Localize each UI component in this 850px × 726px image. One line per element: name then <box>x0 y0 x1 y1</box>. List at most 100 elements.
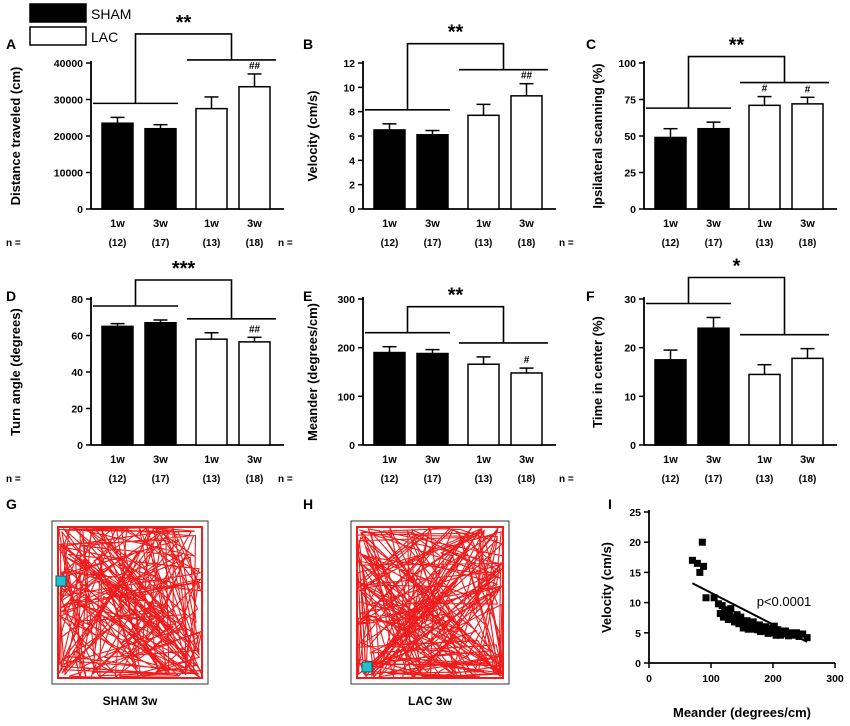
x-tick-label: 3w <box>153 218 168 230</box>
movement-track <box>57 526 203 679</box>
y-tick-label: 15 <box>629 567 641 579</box>
n-count-label: (13) <box>756 238 774 249</box>
bar-sham-3w <box>144 321 177 446</box>
data-point <box>737 613 745 621</box>
data-point <box>764 629 772 637</box>
y-tick-label: 10 <box>343 82 355 94</box>
significance-mark: # <box>762 84 768 95</box>
significance-mark: ## <box>249 324 261 335</box>
data-point <box>714 600 722 608</box>
significance-label: ** <box>448 22 464 44</box>
panel-letter-i: I <box>608 496 612 512</box>
x-tick-label: 1w <box>757 218 772 230</box>
n-prefix-label: n = <box>6 238 21 249</box>
regression-line <box>691 582 808 643</box>
significance-label: ** <box>729 35 745 57</box>
x-tick-label: 1w <box>110 454 125 466</box>
data-point <box>732 616 740 624</box>
n-prefix-label: n = <box>278 474 293 485</box>
y-axis-label: Velocity (cm/s) <box>599 542 614 633</box>
y-tick-label: 0 <box>630 204 636 216</box>
legend-label-lac: LAC <box>91 29 118 45</box>
significance-bracket <box>406 305 505 343</box>
x-tick-label: 0 <box>646 673 652 685</box>
data-point <box>745 620 753 628</box>
data-point <box>741 621 749 629</box>
bar-sham-1w <box>373 129 406 210</box>
y-tick-label: 6 <box>349 131 355 143</box>
bar-lac-3w <box>510 372 543 446</box>
x-tick-label: 3w <box>425 218 440 230</box>
x-tick-label: 3w <box>425 454 440 466</box>
bar-lac-1w <box>467 363 500 446</box>
data-point <box>803 634 811 642</box>
bar-sham-1w <box>654 136 687 210</box>
n-count-label: (17) <box>152 474 170 485</box>
significance-bracket <box>134 33 233 104</box>
data-point <box>793 629 801 637</box>
data-point <box>733 611 741 619</box>
legend-swatch-sham <box>29 3 87 23</box>
data-point <box>716 609 724 617</box>
y-tick-label: 100 <box>618 58 636 70</box>
n-count-label: (18) <box>518 238 536 249</box>
y-tick-label: 60 <box>71 331 83 343</box>
y-tick-label: 75 <box>624 95 636 107</box>
movement-track-perimeter <box>356 526 504 679</box>
data-point <box>738 617 746 625</box>
movement-track-perimeter <box>57 526 203 679</box>
x-tick-label: 1w <box>110 218 125 230</box>
panel-letter-d: D <box>6 288 16 304</box>
y-axis-label: Ipsilateral scanning (%) <box>590 63 605 208</box>
significance-label: ** <box>448 285 464 307</box>
track-caption: LAC 3w <box>408 694 453 708</box>
x-tick-label: 3w <box>519 218 534 230</box>
bar-sham-1w <box>101 325 134 446</box>
n-count-label: (17) <box>424 238 442 249</box>
track-caption: SHAM 3w <box>103 694 158 708</box>
data-point <box>700 562 708 570</box>
panel-a: A Distance traveled (cm) 0 10000 20000 30000 4… <box>6 12 284 249</box>
significance-bracket <box>406 42 505 110</box>
data-point <box>693 559 701 567</box>
n-count-label: (13) <box>203 238 221 249</box>
data-point <box>702 594 710 602</box>
x-tick-label: 200 <box>764 673 782 685</box>
n-prefix-label: n = <box>6 474 21 485</box>
significance-bracket <box>687 276 786 335</box>
x-tick-label: 1w <box>204 218 219 230</box>
n-count-label: (12) <box>662 474 680 485</box>
y-tick-label: 80 <box>71 294 83 306</box>
n-count-label: (13) <box>475 238 493 249</box>
y-tick-label: 20000 <box>54 131 83 143</box>
data-point <box>795 632 803 640</box>
significance-label: * <box>733 255 741 277</box>
y-axis-label: Velocity (cm/s) <box>305 90 320 181</box>
data-point <box>721 606 729 614</box>
x-tick-label: 3w <box>519 454 534 466</box>
significance-label: *** <box>172 258 196 280</box>
x-tick-label: 3w <box>706 454 721 466</box>
data-point <box>749 618 757 626</box>
panel-letter-c: C <box>586 36 596 52</box>
n-count-label: (18) <box>799 474 817 485</box>
x-tick-label: 3w <box>247 454 262 466</box>
bar-sham-3w <box>416 352 449 446</box>
n-count-label: (13) <box>203 474 221 485</box>
track-panels: G SHAM 3w H LAC 3w <box>6 496 510 708</box>
x-tick-label: 1w <box>663 218 678 230</box>
n-count-label: (18) <box>799 238 817 249</box>
y-tick-label: 100 <box>337 391 355 403</box>
bar-lac-1w <box>748 373 781 446</box>
data-point <box>698 538 706 546</box>
panel-h: H LAC 3w <box>303 496 510 708</box>
n-count-label: (17) <box>705 474 723 485</box>
data-point <box>696 568 704 576</box>
y-tick-label: 0 <box>77 440 83 452</box>
n-count-label: (13) <box>756 474 774 485</box>
n-count-label: (17) <box>705 238 723 249</box>
data-point <box>799 630 807 638</box>
n-count-label: (12) <box>381 238 399 249</box>
